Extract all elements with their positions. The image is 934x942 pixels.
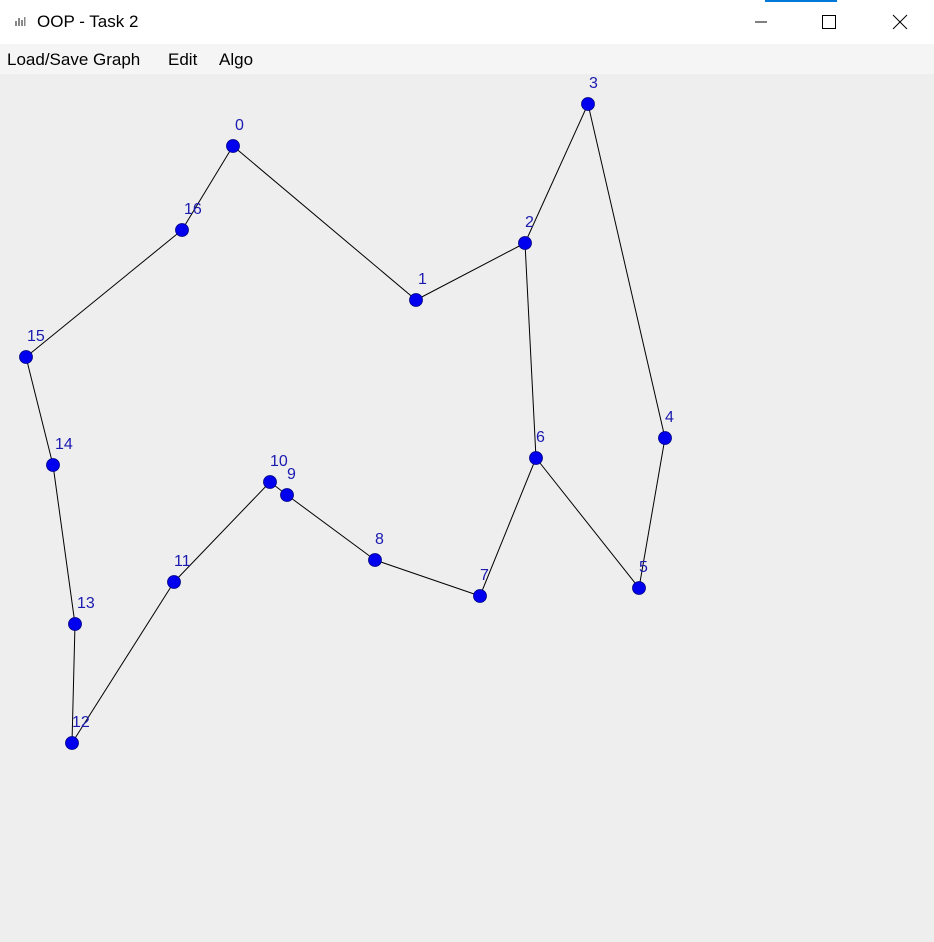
graph-canvas[interactable]: 0 1 2 3 4 5 6 7 8 9 10 11 12 13 14 15 16	[0, 74, 934, 942]
node-label-1: 1	[418, 271, 427, 288]
node-2[interactable]	[518, 236, 532, 250]
edge-7-8	[374, 559, 481, 597]
node-6[interactable]	[529, 451, 543, 465]
edge-3-4	[587, 103, 666, 439]
edge-1-2	[415, 242, 526, 301]
node-label-9: 9	[287, 466, 296, 483]
edge-16-0	[181, 145, 234, 231]
close-button[interactable]	[877, 0, 923, 44]
node-label-12: 12	[72, 714, 90, 731]
menu-bar: Load/Save Graph Edit Algo	[0, 44, 934, 74]
node-12[interactable]	[65, 736, 79, 750]
maximize-icon	[822, 15, 836, 29]
edge-2-6	[524, 242, 537, 459]
edge-5-6	[535, 457, 640, 589]
node-label-10: 10	[270, 453, 288, 470]
node-14[interactable]	[46, 458, 60, 472]
node-label-11: 11	[174, 553, 191, 570]
title-bar: OOP - Task 2	[0, 0, 934, 44]
edge-4-5	[638, 437, 666, 589]
node-label-6: 6	[536, 429, 545, 446]
node-7[interactable]	[473, 589, 487, 603]
title-accent	[765, 0, 837, 2]
node-label-4: 4	[665, 409, 674, 426]
node-9[interactable]	[280, 488, 294, 502]
node-label-5: 5	[639, 559, 648, 576]
edge-8-9	[286, 494, 376, 561]
edge-10-11	[173, 481, 271, 583]
close-icon	[892, 14, 908, 30]
node-label-14: 14	[55, 436, 73, 453]
node-3[interactable]	[581, 97, 595, 111]
minimize-button[interactable]	[738, 0, 784, 44]
node-10[interactable]	[263, 475, 277, 489]
node-15[interactable]	[19, 350, 33, 364]
edge-13-14	[52, 464, 76, 625]
edge-0-1	[232, 145, 417, 301]
node-4[interactable]	[658, 431, 672, 445]
menu-edit[interactable]: Edit	[168, 50, 198, 69]
window-title: OOP - Task 2	[37, 12, 139, 31]
node-label-8: 8	[375, 531, 384, 548]
node-label-13: 13	[77, 595, 95, 612]
node-label-3: 3	[589, 75, 598, 92]
node-16[interactable]	[175, 223, 189, 237]
edge-6-7	[479, 457, 537, 597]
node-0[interactable]	[226, 139, 240, 153]
maximize-button[interactable]	[806, 0, 852, 44]
node-1[interactable]	[409, 293, 423, 307]
node-11[interactable]	[167, 575, 181, 589]
node-label-15: 15	[27, 328, 45, 345]
menu-load-save-graph[interactable]: Load/Save Graph	[7, 50, 141, 69]
edge-11-12	[71, 581, 175, 744]
node-label-2: 2	[525, 214, 534, 231]
node-label-0: 0	[235, 117, 244, 134]
node-13[interactable]	[68, 617, 82, 631]
app-icon	[15, 17, 26, 26]
edge-12-13	[71, 623, 76, 744]
menu-algo[interactable]: Algo	[219, 50, 254, 69]
node-label-7: 7	[480, 567, 489, 584]
node-label-16: 16	[184, 201, 202, 218]
node-8[interactable]	[368, 553, 382, 567]
edge-15-16	[25, 229, 183, 358]
edge-14-15	[25, 356, 54, 466]
node-5[interactable]	[632, 581, 646, 595]
edge-2-3	[524, 103, 589, 244]
minimize-icon	[755, 21, 767, 23]
